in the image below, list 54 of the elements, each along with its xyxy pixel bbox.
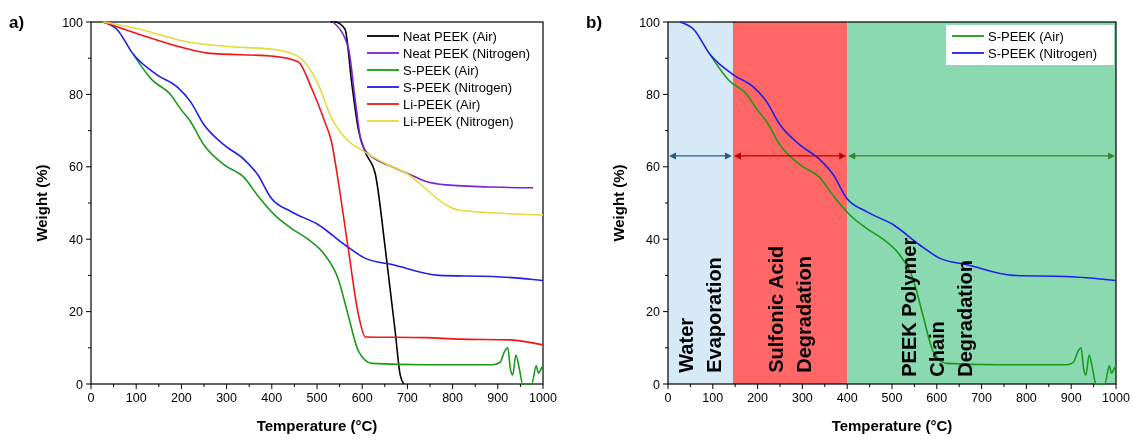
x-tick-label: 200 — [170, 391, 192, 405]
x-tick-label: 0 — [87, 391, 95, 405]
y-tick-label: 80 — [646, 87, 661, 102]
x-tick-label: 0 — [664, 391, 672, 405]
x-tick-label: 100 — [702, 391, 724, 405]
x-tick-label: 900 — [487, 391, 509, 405]
chart-title: a) — [9, 13, 25, 32]
x-tick-label: 800 — [1015, 391, 1037, 405]
legend-label: S-PEEK (Nitrogen) — [403, 79, 513, 95]
x-tick-label: 400 — [261, 391, 283, 405]
y-tick-label: 60 — [646, 160, 661, 175]
x-tick-label: 800 — [442, 391, 464, 405]
x-tick-label: 700 — [971, 391, 993, 405]
legend-label: S-PEEK (Air) — [403, 62, 479, 78]
y-tick-label: 100 — [62, 15, 84, 30]
band-label: Sulfonic Acid Degradation — [765, 245, 816, 373]
y-tick-label: 20 — [646, 305, 661, 320]
y-tick-label: 80 — [69, 87, 84, 102]
x-tick-label: 1000 — [529, 391, 557, 405]
legend-label: S-PEEK (Nitrogen) — [988, 45, 1098, 61]
band-label: PEEK Polymer Chain Degradation — [898, 237, 977, 377]
y-axis-title: Weight (%) — [33, 164, 50, 242]
y-tick-label: 40 — [646, 232, 661, 247]
x-tick-label: 900 — [1060, 391, 1082, 405]
y-tick-label: 0 — [653, 377, 661, 392]
band-label: Water Evaporation — [675, 257, 726, 373]
x-tick-label: 100 — [125, 391, 147, 405]
chart-title: b) — [586, 13, 603, 32]
y-axis-title: Weight (%) — [610, 164, 627, 242]
x-tick-label: 1000 — [1102, 391, 1130, 405]
line-series — [102, 21, 544, 346]
y-tick-label: 20 — [69, 305, 84, 320]
y-tick-label: 100 — [639, 15, 661, 30]
x-tick-label: 600 — [926, 391, 948, 405]
x-tick-label: 500 — [881, 391, 903, 405]
legend-label: Li-PEEK (Nitrogen) — [403, 113, 514, 129]
x-tick-label: 700 — [396, 391, 418, 405]
y-tick-label: 40 — [69, 232, 84, 247]
x-tick-label: 400 — [836, 391, 858, 405]
x-tick-label: 300 — [216, 391, 238, 405]
x-tick-label: 300 — [791, 391, 813, 405]
y-tick-label: 60 — [69, 160, 84, 175]
x-axis-title: Temperature (°C) — [831, 417, 953, 434]
y-tick-label: 0 — [76, 377, 84, 392]
legend-label: Neat PEEK (Air) — [403, 28, 497, 44]
x-axis-title: Temperature (°C) — [256, 417, 378, 434]
line-series — [332, 21, 534, 189]
legend-label: Li-PEEK (Air) — [403, 96, 481, 112]
x-tick-label: 200 — [747, 391, 769, 405]
x-tick-label: 500 — [306, 391, 328, 405]
line-series — [102, 21, 544, 216]
x-tick-label: 600 — [351, 391, 373, 405]
legend-label: Neat PEEK (Nitrogen) — [403, 45, 531, 61]
legend-label: S-PEEK (Air) — [988, 28, 1064, 44]
